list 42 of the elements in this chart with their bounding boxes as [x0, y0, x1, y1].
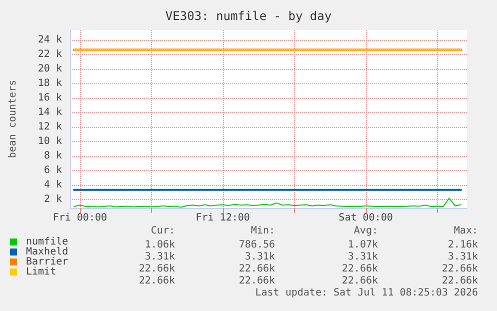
y-tick-label: 12 k	[38, 121, 62, 132]
text: 3.31k	[244, 252, 276, 262]
text: 22.66k	[442, 264, 478, 274]
text: 3.31k	[448, 252, 478, 262]
y-tick-label: 18 k	[38, 78, 62, 90]
y-tick-label: 8 k	[44, 150, 62, 162]
y-tick-label: 6 k	[44, 164, 62, 176]
text: 22.66k	[442, 276, 478, 286]
chart-title: VE303: numfile - by day	[165, 9, 332, 23]
legend-label: Maxheld	[26, 246, 68, 258]
x-tick-label: Fri 00:00	[52, 212, 108, 224]
text: 3.31k	[144, 252, 176, 262]
x-tick-label: Sat 00:00	[338, 212, 393, 224]
text: 22.66k	[138, 264, 175, 274]
text: Min:	[250, 226, 275, 236]
x-tick-label: Fri 12:00	[196, 212, 250, 224]
text: 786.56	[238, 240, 275, 250]
y-tick-label: 2 k	[44, 194, 62, 205]
y-tick-label: 10 k	[38, 136, 62, 147]
text: 1.06k	[144, 240, 176, 250]
text: 2.16k	[448, 240, 478, 250]
text: 22.66k	[342, 276, 378, 286]
y-tick-label: 4 k	[44, 179, 62, 190]
y-tick-label: 14 k	[38, 106, 62, 118]
legend-label: Barrier	[26, 256, 68, 268]
legend-label: numfile	[26, 236, 68, 248]
y-axis-title: bean counters	[8, 80, 18, 158]
y-tick-label: 20 k	[38, 64, 62, 75]
text: Last update: Sat Jul 11 08:25:03 2026	[255, 288, 478, 298]
y-tick-label: 24 k	[38, 34, 62, 46]
text: 22.66k	[342, 264, 378, 274]
text: 1.07k	[348, 240, 378, 250]
text: Max:	[454, 226, 478, 236]
text: 22.66k	[138, 276, 175, 286]
text: Cur:	[150, 226, 175, 236]
y-tick-label: 16 k	[38, 92, 62, 104]
legend-label: Limit	[26, 266, 56, 278]
text: Avg:	[354, 226, 378, 236]
text: 22.66k	[238, 264, 275, 274]
text: 3.31k	[348, 252, 378, 262]
text: 22.66k	[238, 276, 275, 286]
y-tick-label: 22 k	[38, 49, 62, 60]
